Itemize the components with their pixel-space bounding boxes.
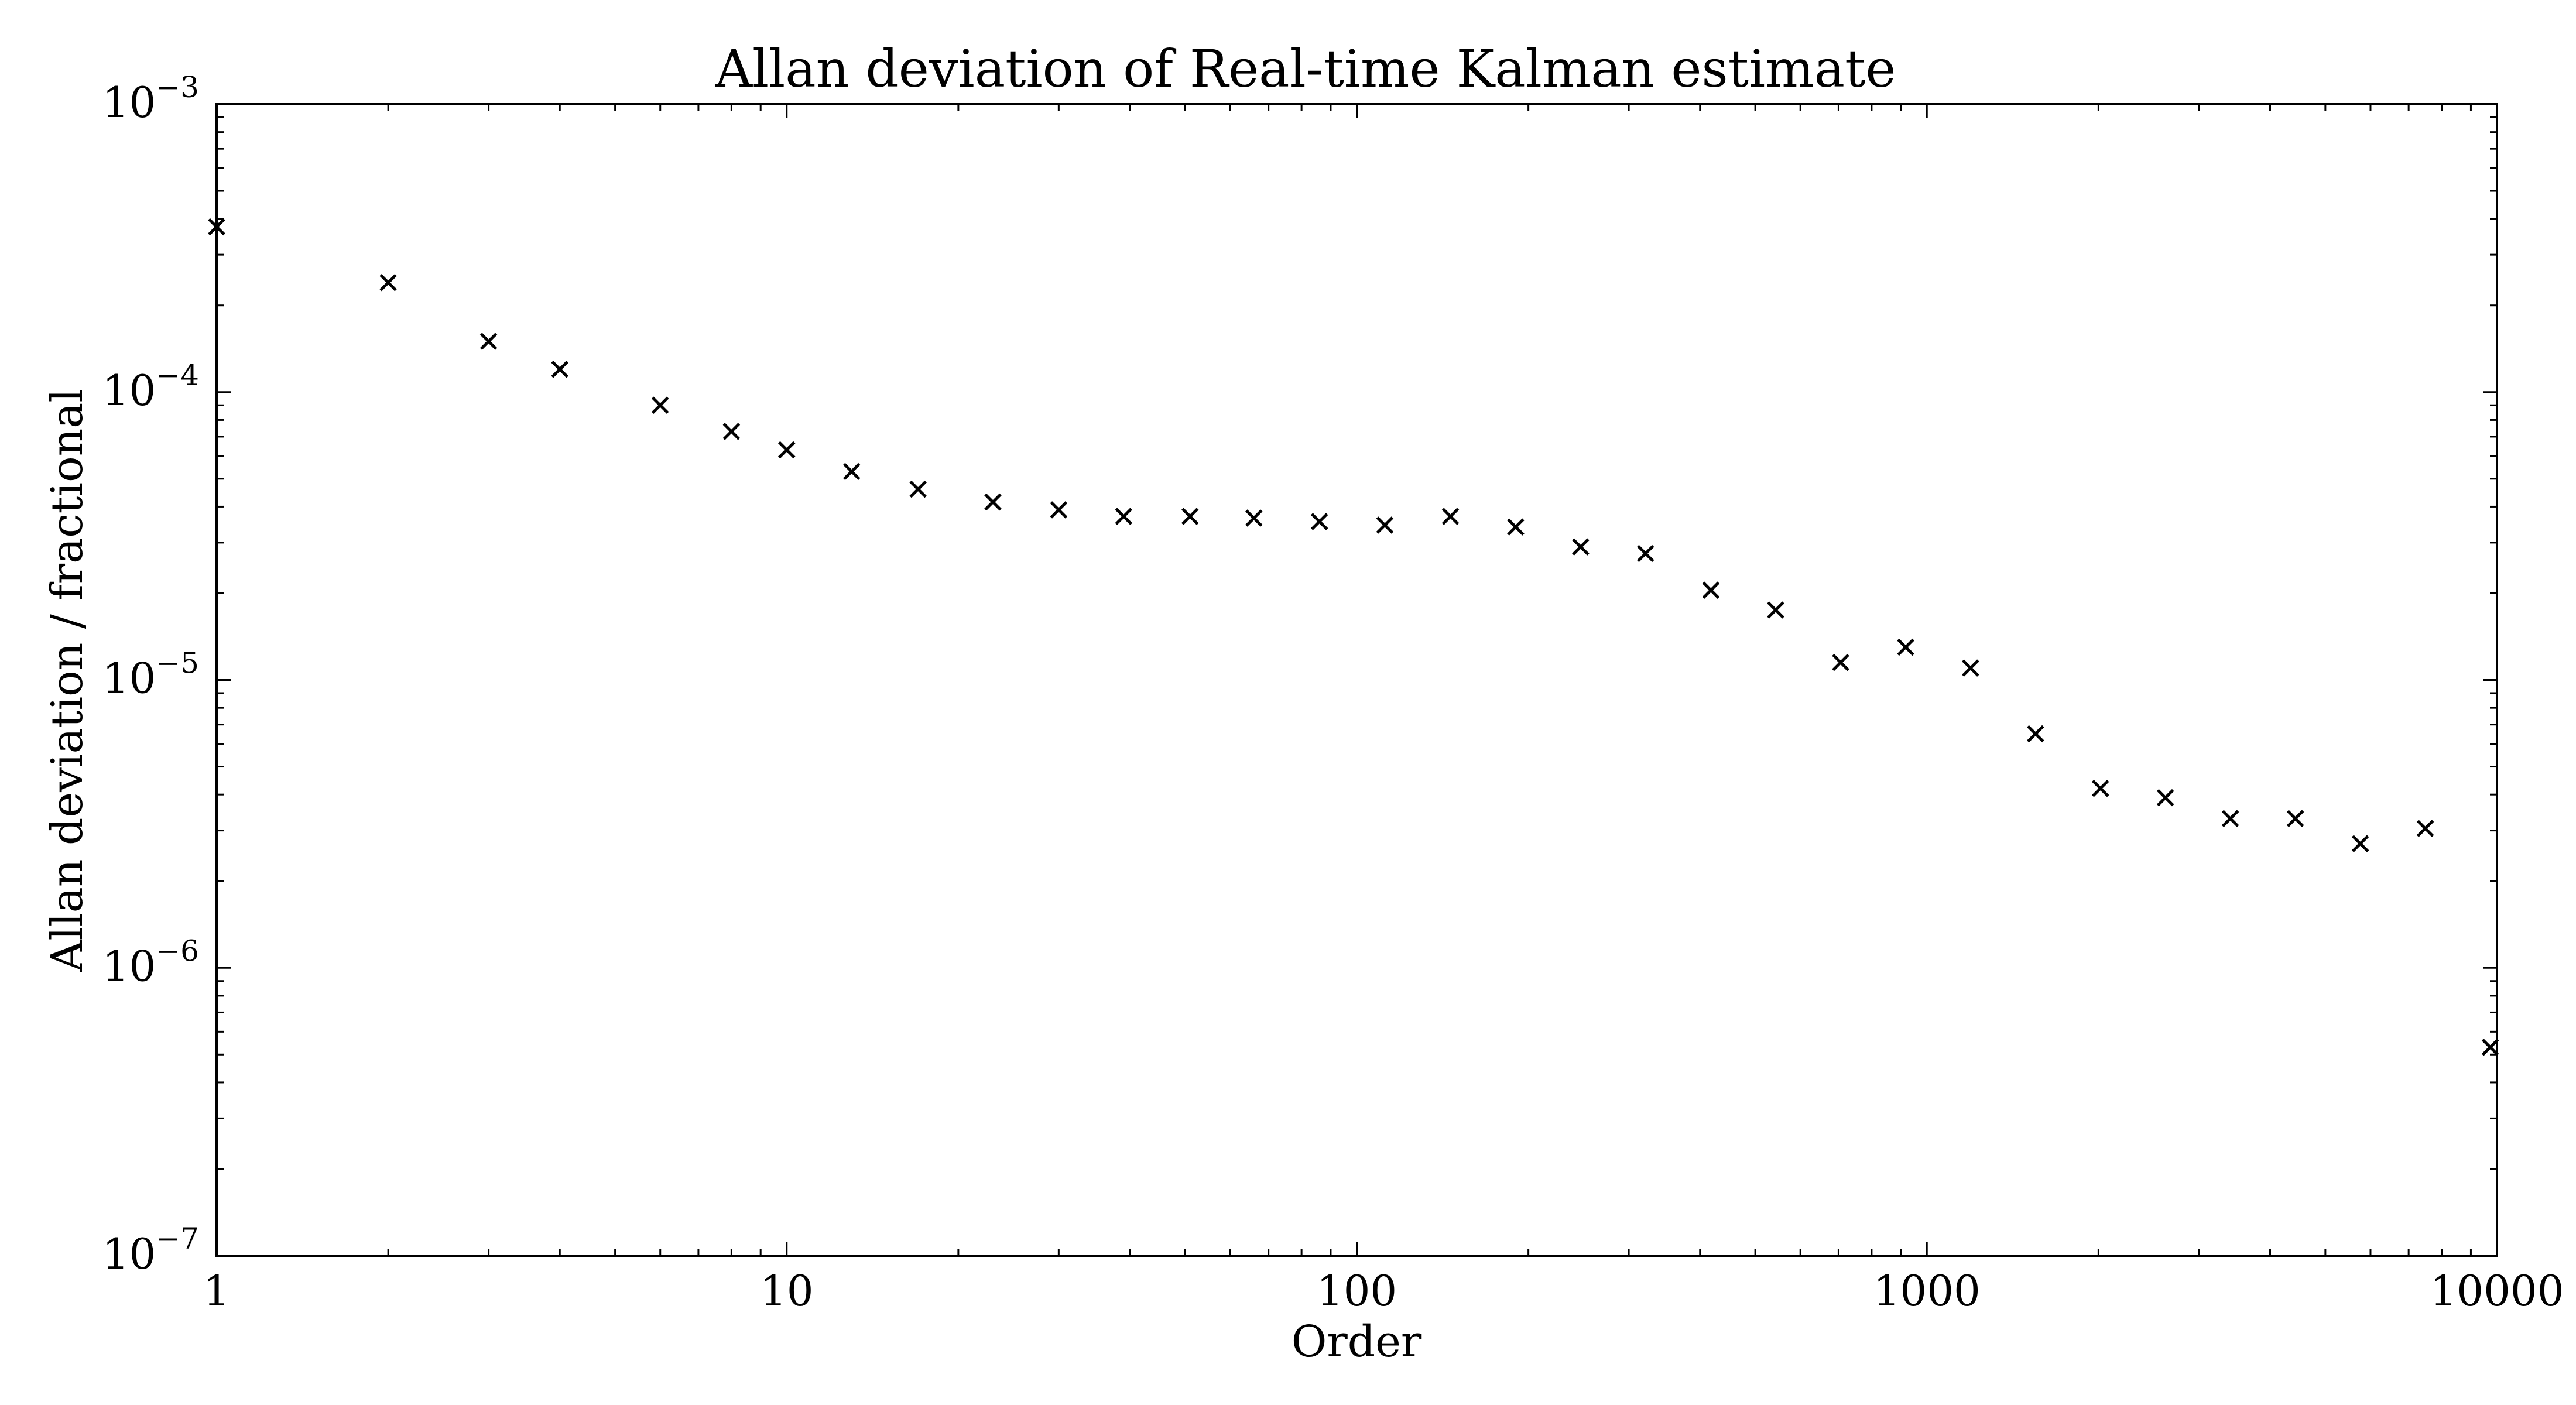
- data-point: [2351, 835, 2369, 852]
- data-point: [1441, 508, 1460, 525]
- data-point: [651, 396, 669, 414]
- x-tick-label: 10: [760, 1266, 814, 1315]
- plot-frame: [215, 103, 2498, 1257]
- x-tick-label: 10000: [2430, 1266, 2564, 1315]
- x-tick-label: 1: [203, 1266, 230, 1315]
- data-point: [1181, 508, 1199, 525]
- data-point: [1310, 513, 1328, 530]
- data-point: [1245, 509, 1263, 527]
- data-point: [2091, 780, 2109, 797]
- data-point: [1962, 659, 1979, 677]
- data-point: [2027, 725, 2044, 743]
- data-point: [1115, 508, 1133, 525]
- data-point: [379, 274, 397, 292]
- data-points: [208, 218, 2499, 1056]
- x-tick-label: 1000: [1873, 1266, 1981, 1315]
- data-point: [1636, 544, 1654, 563]
- data-point: [1832, 653, 1849, 671]
- data-point: [2481, 1039, 2499, 1056]
- y-axis-label: Allan deviation / fractional: [42, 389, 93, 972]
- data-point: [2221, 810, 2239, 828]
- data-point: [842, 462, 861, 481]
- chart-title: Allan deviation of Real-time Kalman esti…: [714, 39, 1896, 99]
- y-tick-label: 10−7: [102, 1222, 199, 1279]
- data-point: [777, 441, 796, 459]
- data-point: [1376, 516, 1394, 534]
- data-point: [479, 333, 498, 350]
- data-point: [984, 493, 1002, 511]
- data-point: [2286, 810, 2304, 828]
- data-point: [1572, 538, 1590, 556]
- tick-labels: 1 10 100 1000 10000 10−7 10−6 10−5 10−4 10−3: [102, 70, 2564, 1315]
- x-tick-label: 100: [1317, 1266, 1397, 1315]
- data-point: [722, 423, 741, 440]
- data-point: [2156, 789, 2174, 807]
- data-point: [1507, 518, 1525, 536]
- y-tick-label: 10−6: [102, 934, 199, 991]
- data-point: [1897, 638, 1914, 656]
- data-point: [551, 361, 569, 378]
- y-tick-label: 10−4: [102, 358, 199, 415]
- data-point: [2416, 820, 2434, 837]
- data-point: [909, 480, 927, 498]
- data-point: [1050, 501, 1068, 519]
- y-tick-label: 10−5: [102, 646, 199, 703]
- y-tick-label: 10−3: [102, 70, 199, 127]
- data-point: [1702, 581, 1720, 599]
- x-axis-label: Order: [1292, 1317, 1422, 1367]
- data-point: [1767, 601, 1784, 619]
